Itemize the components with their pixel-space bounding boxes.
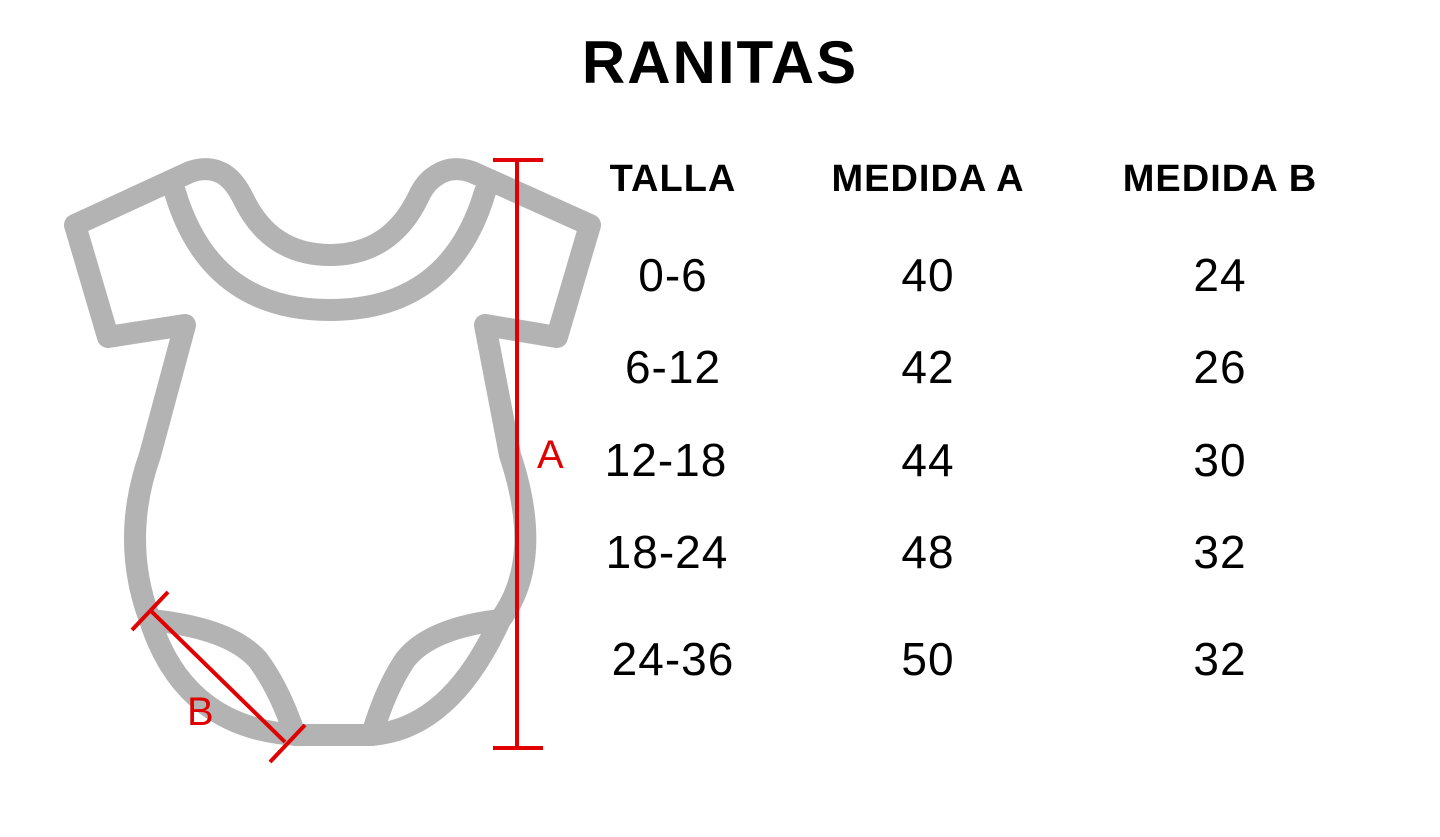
cell-medida-b: 32 [1193, 633, 1247, 685]
cell-medida-b: 26 [1193, 341, 1247, 393]
cell-medida-b: 30 [1193, 434, 1247, 486]
cell-medida-b: 32 [1193, 526, 1247, 578]
header-talla: TALLA [609, 158, 737, 200]
bodysuit-collar [164, 181, 496, 321]
cell-medida-a: 40 [901, 249, 955, 301]
measure-b-label: B [187, 690, 214, 734]
bodysuit-body [64, 158, 601, 746]
cell-medida-a: 44 [901, 434, 955, 486]
cell-medida-b: 24 [1193, 249, 1247, 301]
measure-b [130, 590, 307, 764]
cell-talla: 24-36 [611, 633, 735, 685]
bodysuit-left-leg-opening [139, 609, 306, 746]
header-medida-a: MEDIDA A [831, 158, 1025, 200]
cell-talla: 0-6 [638, 249, 708, 301]
measure-a-label: A [537, 433, 564, 477]
measure-a [493, 158, 543, 750]
bodysuit-diagram [64, 158, 601, 764]
bodysuit-right-leg-opening [361, 609, 511, 746]
bodysuit-outline [64, 158, 601, 746]
page-title: RANITAS [581, 29, 859, 96]
cell-talla: 18-24 [605, 526, 729, 578]
cell-medida-a: 48 [901, 526, 955, 578]
cell-medida-a: 42 [901, 341, 955, 393]
header-medida-b: MEDIDA B [1122, 158, 1318, 200]
cell-medida-a: 50 [901, 633, 955, 685]
cell-talla: 6-12 [624, 341, 722, 393]
cell-talla: 12-18 [604, 434, 728, 486]
